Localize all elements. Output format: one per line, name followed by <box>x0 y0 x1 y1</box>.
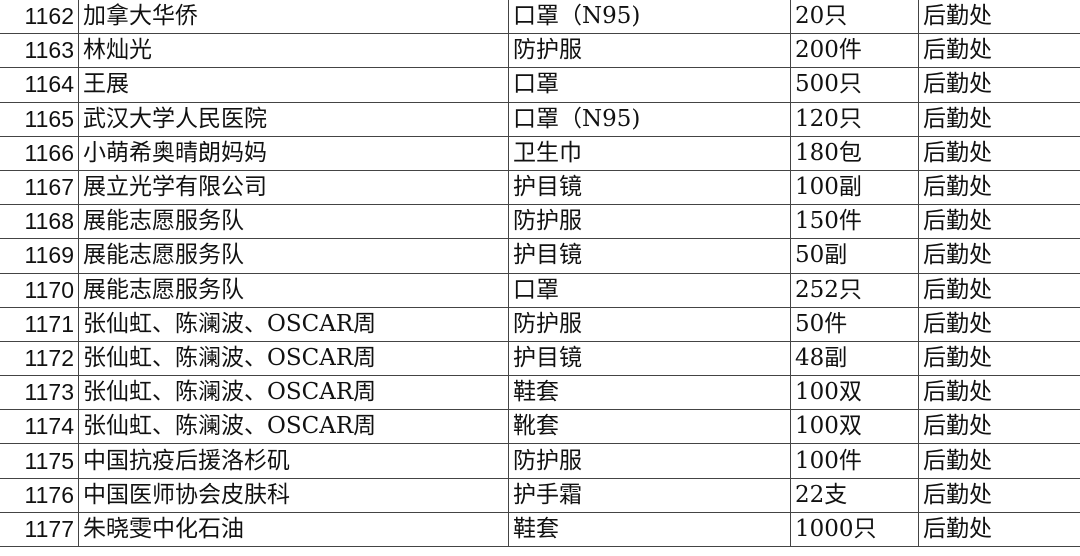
table-row: 1166 小萌希奥晴朗妈妈 卫生巾 180包 后勤处 <box>0 135 1080 171</box>
donor-cell: 张仙虹、陈澜波、OSCAR周 <box>78 306 509 342</box>
row-id-cell: 1173 <box>0 375 79 411</box>
table-row: 1171 张仙虹、陈澜波、OSCAR周 防护服 50件 后勤处 <box>0 306 1080 342</box>
quantity-cell: 100件 <box>790 443 919 479</box>
quantity-cell: 100双 <box>790 375 919 411</box>
department-cell: 后勤处 <box>918 375 1080 411</box>
table-row: 1169 展能志愿服务队 护目镜 50副 后勤处 <box>0 238 1080 274</box>
row-id-cell: 1164 <box>0 67 79 103</box>
table-row: 1172 张仙虹、陈澜波、OSCAR周 护目镜 48副 后勤处 <box>0 340 1080 377</box>
donor-cell: 中国医师协会皮肤科 <box>78 477 509 513</box>
table-row: 1162 加拿大华侨 口罩（N95) 20只 后勤处 <box>0 0 1080 35</box>
table-row: 1163 林灿光 防护服 200件 后勤处 <box>0 33 1080 69</box>
item-cell: 护目镜 <box>508 169 791 206</box>
row-id-cell: 1175 <box>0 443 79 479</box>
quantity-cell: 1000只 <box>790 511 919 548</box>
donor-cell: 展能志愿服务队 <box>78 238 509 274</box>
row-id-cell: 1162 <box>0 0 79 35</box>
row-id-cell: 1167 <box>0 169 79 206</box>
item-cell: 口罩 <box>508 272 791 308</box>
table-row: 1174 张仙虹、陈澜波、OSCAR周 靴套 100双 后勤处 <box>0 409 1080 445</box>
item-cell: 护手霜 <box>508 477 791 513</box>
row-id-cell: 1174 <box>0 409 79 445</box>
item-cell: 鞋套 <box>508 375 791 411</box>
item-cell: 防护服 <box>508 33 791 69</box>
row-id-cell: 1172 <box>0 340 79 377</box>
department-cell: 后勤处 <box>918 238 1080 274</box>
department-cell: 后勤处 <box>918 409 1080 445</box>
table-row: 1175 中国抗疫后援洛杉矶 防护服 100件 后勤处 <box>0 443 1080 479</box>
donor-cell: 王展 <box>78 67 509 103</box>
row-id-cell: 1166 <box>0 135 79 171</box>
department-cell: 后勤处 <box>918 135 1080 171</box>
department-cell: 后勤处 <box>918 511 1080 548</box>
quantity-cell: 22支 <box>790 477 919 513</box>
donor-cell: 加拿大华侨 <box>78 0 509 35</box>
donor-cell: 林灿光 <box>78 33 509 69</box>
row-id-cell: 1170 <box>0 272 79 308</box>
item-cell: 防护服 <box>508 204 791 240</box>
item-cell: 鞋套 <box>508 511 791 548</box>
department-cell: 后勤处 <box>918 340 1080 377</box>
item-cell: 口罩 <box>508 67 791 103</box>
table-row: 1168 展能志愿服务队 防护服 150件 后勤处 <box>0 204 1080 240</box>
quantity-cell: 500只 <box>790 67 919 103</box>
quantity-cell: 252只 <box>790 272 919 308</box>
quantity-cell: 200件 <box>790 33 919 69</box>
table-row: 1164 王展 口罩 500只 后勤处 <box>0 67 1080 103</box>
donor-cell: 中国抗疫后援洛杉矶 <box>78 443 509 479</box>
row-id-cell: 1163 <box>0 33 79 69</box>
department-cell: 后勤处 <box>918 33 1080 69</box>
donor-cell: 朱晓雯中化石油 <box>78 511 509 548</box>
donor-cell: 展能志愿服务队 <box>78 272 509 308</box>
donor-cell: 张仙虹、陈澜波、OSCAR周 <box>78 409 509 445</box>
item-cell: 防护服 <box>508 306 791 342</box>
department-cell: 后勤处 <box>918 0 1080 35</box>
item-cell: 靴套 <box>508 409 791 445</box>
donor-cell: 张仙虹、陈澜波、OSCAR周 <box>78 340 509 377</box>
table-row: 1165 武汉大学人民医院 口罩（N95) 120只 后勤处 <box>0 101 1080 137</box>
row-id-cell: 1168 <box>0 204 79 240</box>
donor-cell: 展能志愿服务队 <box>78 204 509 240</box>
row-id-cell: 1171 <box>0 306 79 342</box>
table-row: 1177 朱晓雯中化石油 鞋套 1000只 后勤处 <box>0 511 1080 548</box>
item-cell: 护目镜 <box>508 340 791 377</box>
department-cell: 后勤处 <box>918 67 1080 103</box>
quantity-cell: 100双 <box>790 409 919 445</box>
department-cell: 后勤处 <box>918 443 1080 479</box>
item-cell: 口罩（N95) <box>508 101 791 137</box>
quantity-cell: 100副 <box>790 169 919 206</box>
row-id-cell: 1165 <box>0 101 79 137</box>
table-row: 1170 展能志愿服务队 口罩 252只 后勤处 <box>0 272 1080 308</box>
table-row: 1167 展立光学有限公司 护目镜 100副 后勤处 <box>0 169 1080 206</box>
quantity-cell: 48副 <box>790 340 919 377</box>
quantity-cell: 120只 <box>790 101 919 137</box>
quantity-cell: 150件 <box>790 204 919 240</box>
quantity-cell: 180包 <box>790 135 919 171</box>
donor-cell: 展立光学有限公司 <box>78 169 509 206</box>
department-cell: 后勤处 <box>918 306 1080 342</box>
donor-cell: 张仙虹、陈澜波、OSCAR周 <box>78 375 509 411</box>
table-row: 1176 中国医师协会皮肤科 护手霜 22支 后勤处 <box>0 477 1080 513</box>
item-cell: 护目镜 <box>508 238 791 274</box>
donor-cell: 武汉大学人民医院 <box>78 101 509 137</box>
table-row: 1173 张仙虹、陈澜波、OSCAR周 鞋套 100双 后勤处 <box>0 375 1080 411</box>
item-cell: 口罩（N95) <box>508 0 791 35</box>
row-id-cell: 1177 <box>0 511 79 548</box>
quantity-cell: 50件 <box>790 306 919 342</box>
item-cell: 防护服 <box>508 443 791 479</box>
row-id-cell: 1176 <box>0 477 79 513</box>
department-cell: 后勤处 <box>918 272 1080 308</box>
department-cell: 后勤处 <box>918 169 1080 206</box>
department-cell: 后勤处 <box>918 101 1080 137</box>
department-cell: 后勤处 <box>918 477 1080 513</box>
quantity-cell: 50副 <box>790 238 919 274</box>
quantity-cell: 20只 <box>790 0 919 35</box>
item-cell: 卫生巾 <box>508 135 791 171</box>
department-cell: 后勤处 <box>918 204 1080 240</box>
donor-cell: 小萌希奥晴朗妈妈 <box>78 135 509 171</box>
row-id-cell: 1169 <box>0 238 79 274</box>
